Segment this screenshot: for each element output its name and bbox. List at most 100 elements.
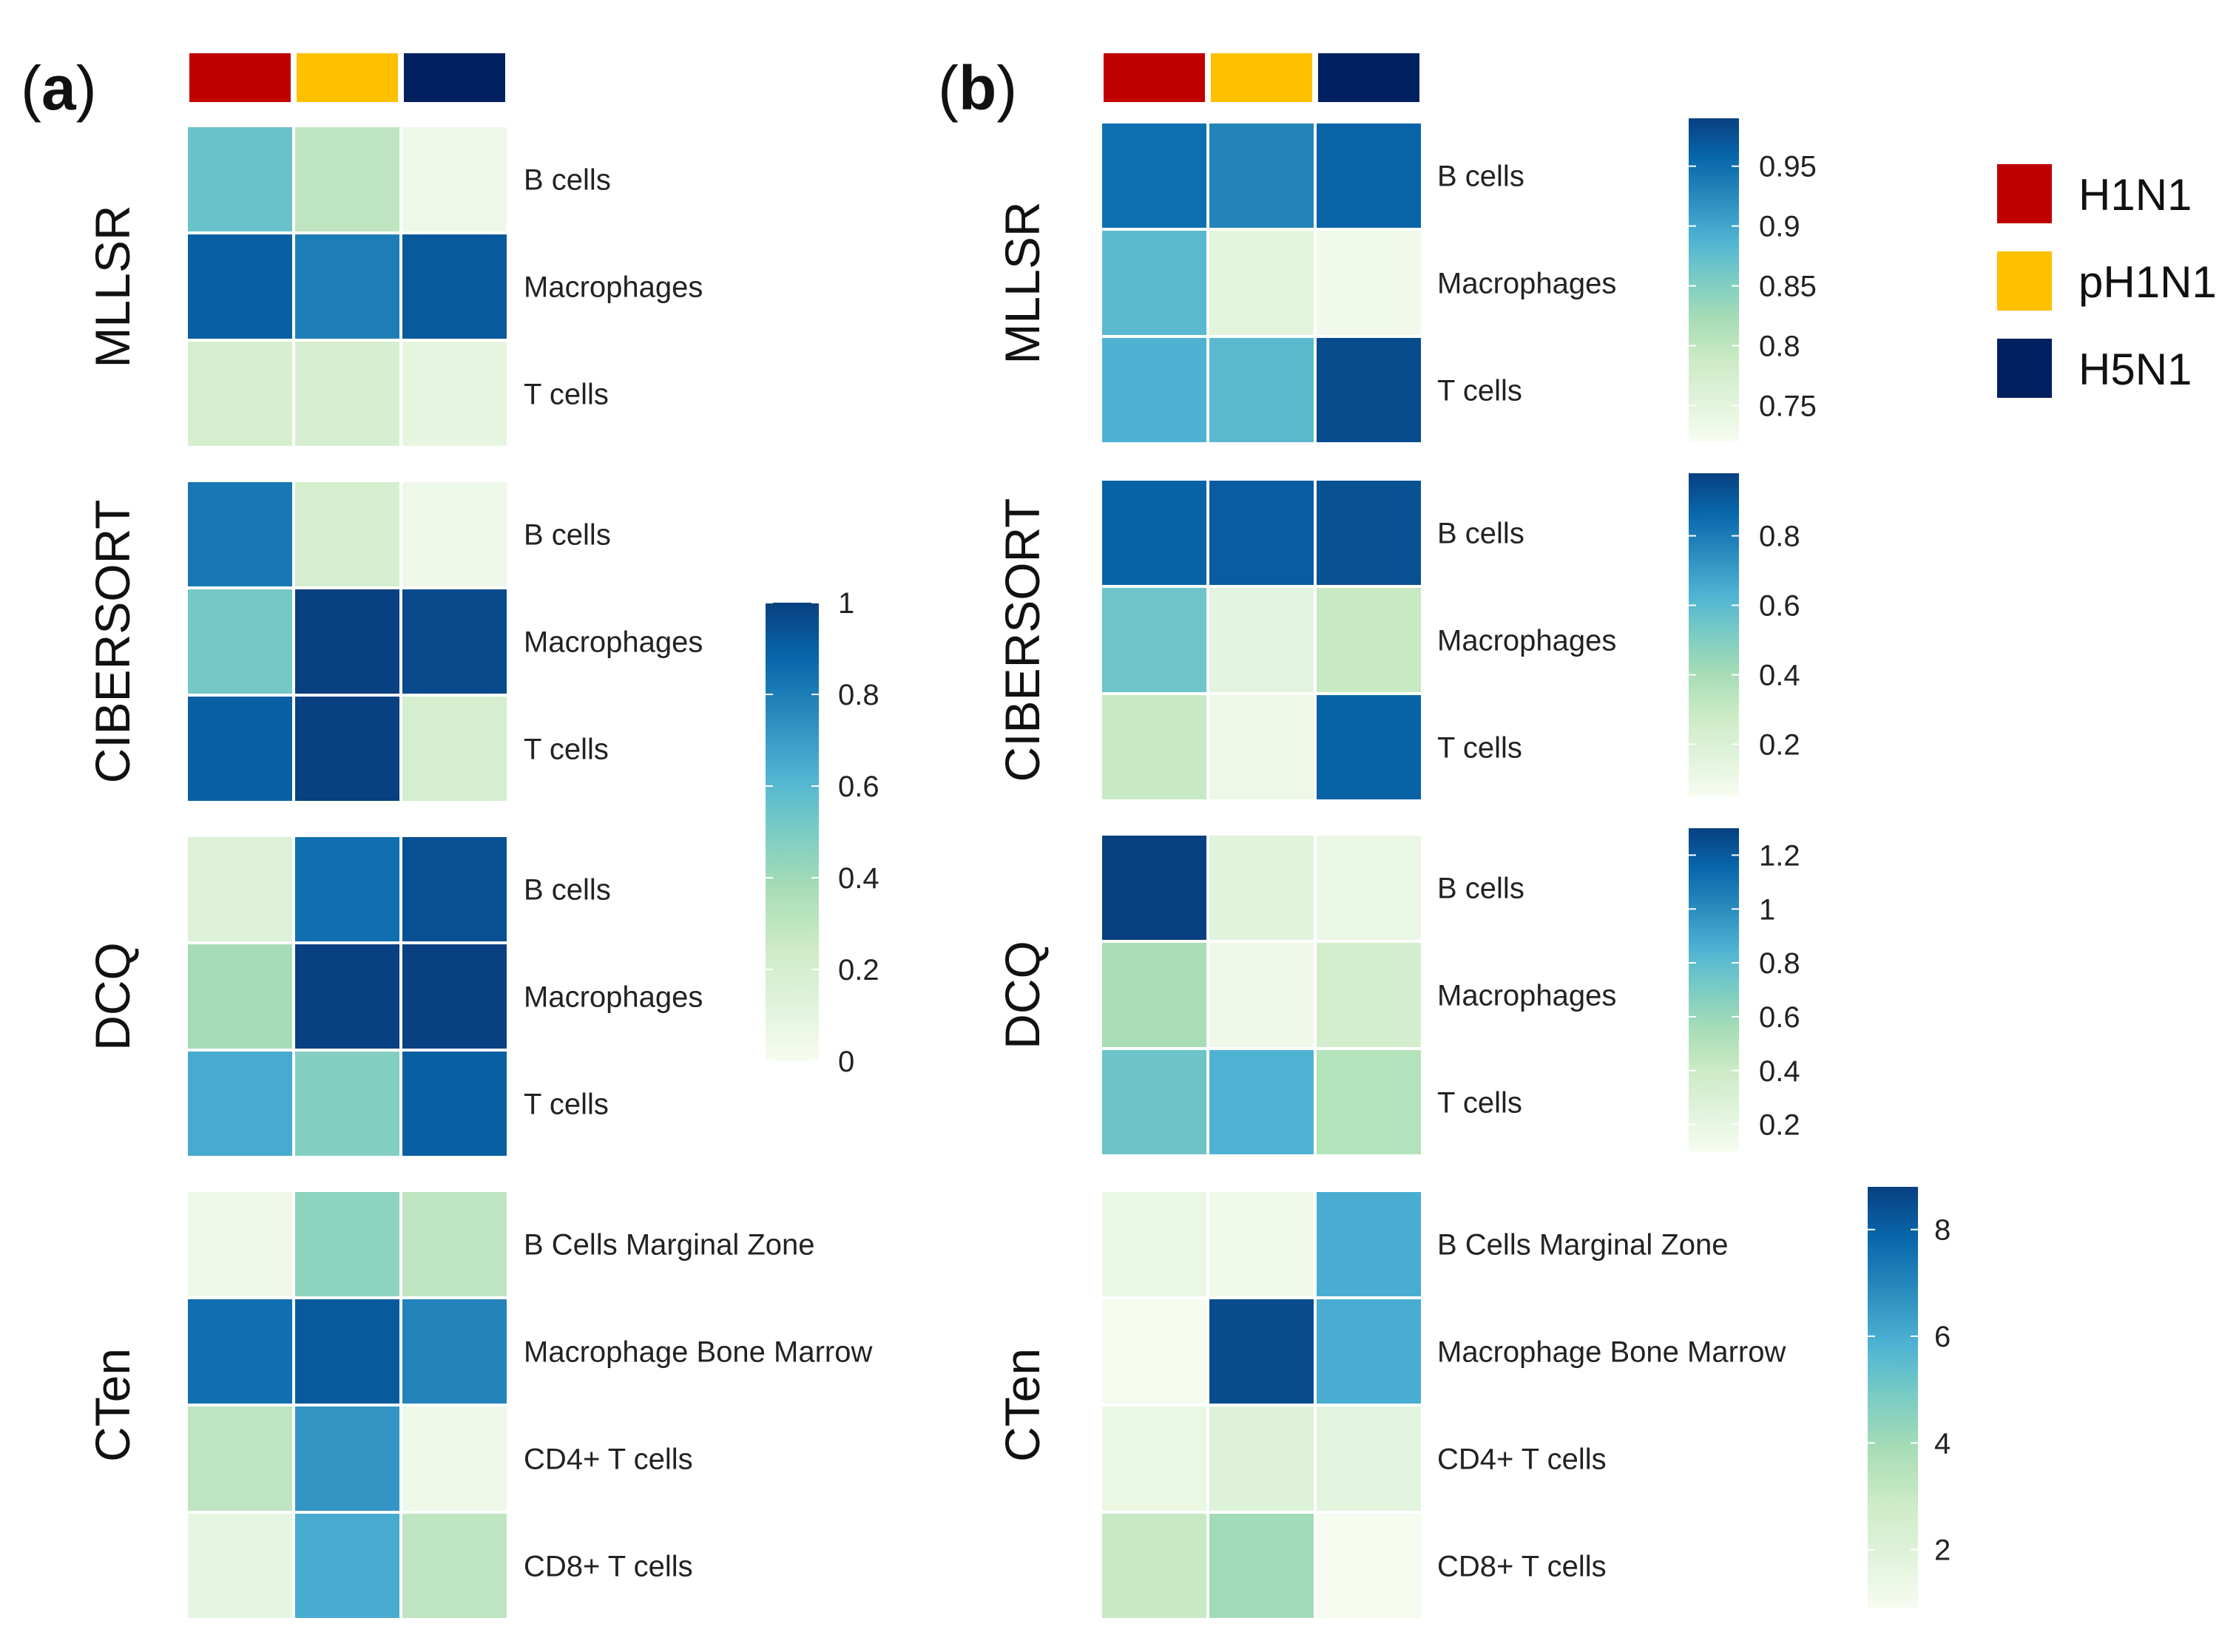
heatmap-cell xyxy=(1099,478,1209,588)
heatmap-cell xyxy=(1099,833,1209,943)
panel-letter-a: a xyxy=(41,53,77,123)
panel-label-b: (b) xyxy=(938,53,1017,123)
row-label: CD4+ T cells xyxy=(524,1443,693,1476)
heatmap-cell xyxy=(399,1404,510,1514)
heatmap-cell xyxy=(399,1049,510,1159)
colorbar-tick-label: 0.8 xyxy=(1759,947,1800,980)
colorbar-tick-label: 1 xyxy=(838,587,854,620)
row-label: T cells xyxy=(1437,375,1522,407)
legend-label-h1n1: H1N1 xyxy=(2078,170,2192,220)
heatmap-cell xyxy=(185,124,295,234)
heatmap-cell xyxy=(1099,585,1209,695)
block-dcq: B cells Macrophages T cells DCQ xyxy=(995,833,1616,1157)
heatmap-cell xyxy=(1099,228,1209,338)
heatmap-cell xyxy=(292,586,402,697)
heatmap-cell xyxy=(1099,1047,1209,1157)
heatmap-cell xyxy=(185,941,295,1052)
heatmap-cell xyxy=(1206,692,1317,802)
heatmap-cell xyxy=(292,694,402,804)
heatmap-cell xyxy=(292,479,402,589)
heatmap-cell xyxy=(399,124,510,234)
row-label: Macrophage Bone Marrow xyxy=(1437,1336,1786,1369)
heatmap-cell xyxy=(1206,1404,1317,1514)
row-label: Macrophages xyxy=(524,626,703,659)
heatmap-cell xyxy=(399,1296,510,1406)
heatmap-cell xyxy=(1314,228,1424,338)
heatmap-cell xyxy=(1099,335,1209,445)
heatmap-cell xyxy=(185,694,295,804)
heatmap-cell xyxy=(1314,1047,1424,1157)
panel-letter-b: b xyxy=(959,53,996,123)
colorbar-tick-label: 0 xyxy=(838,1046,854,1078)
colorbar-b-mllsr: 0.75 0.8 0.85 0.9 0.95 xyxy=(1689,118,1817,441)
colorbar-b-cibersort: 0.2 0.4 0.6 0.8 xyxy=(1689,473,1800,796)
heatmap-cell xyxy=(292,231,402,342)
colorbar-tick-label: 0.4 xyxy=(1759,1055,1800,1088)
heatmap-cell xyxy=(292,339,402,449)
heatmap-cell xyxy=(1206,478,1317,588)
row-label: B cells xyxy=(1437,160,1524,193)
row-label: CD8+ T cells xyxy=(524,1551,693,1583)
heatmap-cell xyxy=(1099,121,1209,231)
column-bar-ph1n1 xyxy=(1211,53,1312,102)
colorbar-tick-label: 6 xyxy=(1934,1321,1951,1353)
heatmap-cell xyxy=(292,1189,402,1299)
heatmap-cell xyxy=(292,124,402,234)
legend-swatch-h1n1 xyxy=(1997,164,2052,223)
method-label: MLLSR xyxy=(995,201,1050,364)
heatmap-cell xyxy=(1314,1189,1424,1299)
row-label: T cells xyxy=(1437,732,1522,765)
heatmap-cell xyxy=(292,1511,402,1621)
heatmap-cell xyxy=(1314,335,1424,445)
heatmap-cell xyxy=(185,479,295,589)
colorbar-tick-label: 0.2 xyxy=(838,954,879,986)
row-label: T cells xyxy=(524,1089,609,1121)
column-bar-h5n1 xyxy=(404,53,505,102)
column-color-bar-a xyxy=(189,53,505,102)
colorbar-tick-label: 0.85 xyxy=(1759,271,1817,303)
colorbar-b-cten: 2 4 6 8 xyxy=(1868,1187,1951,1608)
block-cten: B Cells Marginal Zone Macrophage Bone Mar… xyxy=(85,1189,872,1621)
colorbar-tick-label: 1.2 xyxy=(1759,839,1800,872)
row-label: Macrophages xyxy=(1437,625,1616,657)
heatmap-cell xyxy=(1206,1047,1317,1157)
heatmap-cell xyxy=(292,834,402,944)
colorbar-tick-label: 0.75 xyxy=(1759,390,1817,422)
row-label: B Cells Marginal Zone xyxy=(524,1229,815,1262)
color-scales: 00.20.40.60.810.750.80.850.90.950.20.40.… xyxy=(766,118,1951,1608)
colorbar-gradient xyxy=(766,603,819,1061)
row-label: B cells xyxy=(524,874,611,907)
heatmap-cell xyxy=(1206,940,1317,1050)
column-color-bar-b xyxy=(1104,53,1419,102)
method-label: DCQ xyxy=(995,941,1050,1049)
heatmap-cell xyxy=(1314,121,1424,231)
colorbar-a: 0 0.2 0.4 0.6 0.8 1 xyxy=(766,587,879,1078)
colorbar-b-dcq: 0.2 0.4 0.6 0.8 1 1.2 xyxy=(1689,828,1800,1151)
colorbar-tick-label: 0.6 xyxy=(1759,1001,1800,1034)
heatmap-cell xyxy=(292,1049,402,1159)
method-label: CTen xyxy=(85,1348,140,1462)
block-cten: B Cells Marginal Zone Macrophage Bone Mar… xyxy=(995,1189,1786,1621)
heatmap-cell xyxy=(399,231,510,342)
heatmap-cell xyxy=(185,231,295,342)
group-legend: H1N1 pH1N1 H5N1 xyxy=(1997,164,2217,398)
column-bar-h1n1 xyxy=(1104,53,1205,102)
legend-swatch-h5n1 xyxy=(1997,339,2052,398)
row-label: B cells xyxy=(1437,873,1524,905)
colorbar-tick-label: 0.6 xyxy=(1759,590,1800,623)
colorbar-tick-label: 2 xyxy=(1934,1534,1951,1567)
heatmap-cell xyxy=(1314,1296,1424,1406)
method-label: CIBERSORT xyxy=(85,500,140,784)
heatmap-cell xyxy=(292,941,402,1052)
heatmap-cell xyxy=(399,1511,510,1621)
method-label: CTen xyxy=(995,1348,1050,1462)
colorbar-gradient xyxy=(1689,118,1739,441)
row-label: CD4+ T cells xyxy=(1437,1443,1607,1476)
colorbar-tick-label: 0.4 xyxy=(838,862,879,895)
heatmap-cell xyxy=(185,1189,295,1299)
colorbar-tick-label: 1 xyxy=(1759,893,1775,926)
row-label: T cells xyxy=(524,379,609,411)
heatmap-cell xyxy=(399,834,510,944)
heatmap-cell xyxy=(399,694,510,804)
